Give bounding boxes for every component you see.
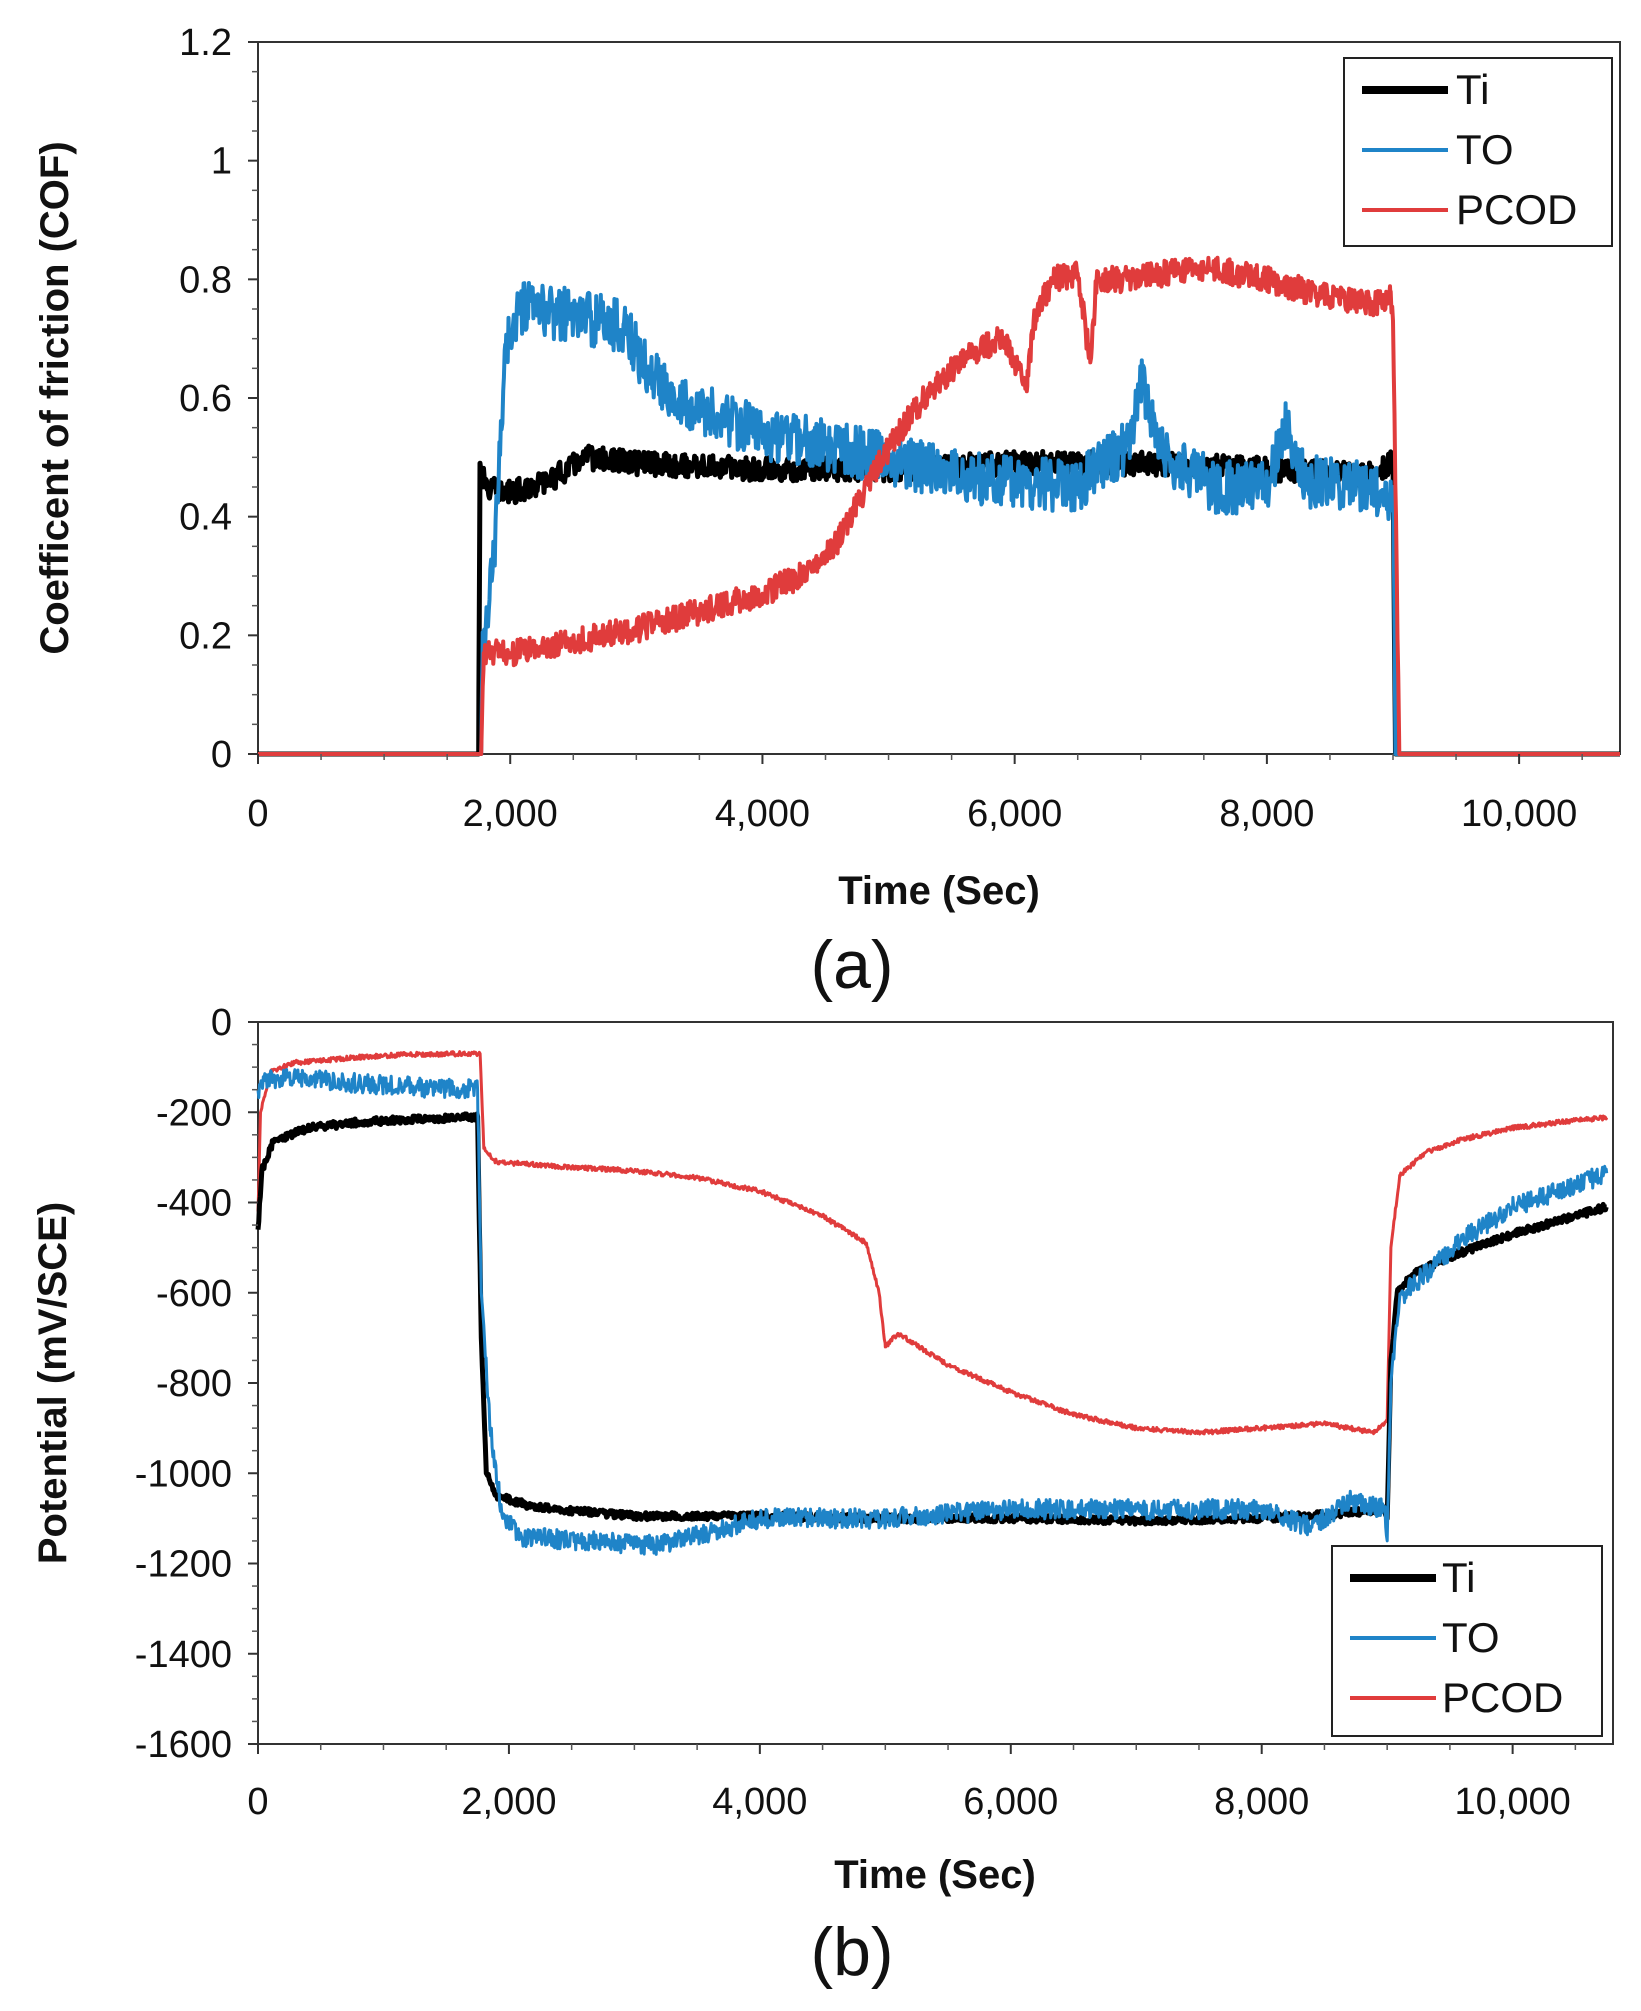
- panel-b-y-tick-label: -200: [156, 1092, 232, 1134]
- panel-b-caption: (b): [810, 1914, 893, 1990]
- panel-b-legend-label-to: TO: [1442, 1614, 1500, 1661]
- panel-b-series-to: [256, 1068, 1609, 1556]
- panel-a-x-tick-label: 8,000: [1219, 793, 1314, 835]
- panel-b-y-tick-label: -1600: [135, 1724, 232, 1766]
- panel-b-y-axis-title: Potential (mV/SCE): [31, 1202, 75, 1564]
- panel-b-legend: Ti TO PCOD: [1331, 1545, 1603, 1737]
- panel-a-y-tick-label: 0.8: [179, 259, 232, 301]
- panel-a-y-tick-label: 0.4: [179, 497, 232, 539]
- panel-b-y-tick-label: 0: [211, 1002, 232, 1044]
- panel-a-x-tick-label: 10,000: [1461, 793, 1577, 835]
- panel-b-x-tick-label: 0: [247, 1781, 268, 1823]
- panel-a-x-tick-label: 0: [247, 793, 268, 835]
- panel-b-legend-label-pcod: PCOD: [1442, 1674, 1563, 1721]
- panel-a-x-tick-label: 4,000: [715, 793, 810, 835]
- panel-b-potential-chart: 0 -200 -400 -600 -800 -1000 -1200 -1400 -1600 0 2,…: [31, 1002, 1614, 1990]
- panel-b-series-pcod: [256, 1050, 1609, 1436]
- panel-a-y-tick-label: 0: [211, 734, 232, 776]
- panel-b-x-tick-label: 4,000: [712, 1781, 807, 1823]
- panel-a-y-axis-title: Coefficent of friction (COF): [33, 141, 77, 654]
- panel-a-x-tick-label: 2,000: [463, 793, 558, 835]
- panel-a-legend: Ti TO PCOD: [1343, 57, 1613, 247]
- panel-a-series-to: [256, 281, 1622, 756]
- panel-a-x-axis-title: Time (Sec): [838, 869, 1040, 913]
- panel-b-y-tick-label: -1000: [135, 1453, 232, 1495]
- panel-b-x-tick-label: 2,000: [461, 1781, 556, 1823]
- panel-a-cof-chart: 0 0.2 0.4 0.6 0.8 1 1.2 0 2,000 4,000 6,000 8,000 10…: [33, 22, 1622, 1003]
- panel-b-y-tick-label: -800: [156, 1363, 232, 1405]
- panel-a-legend-label-pcod: PCOD: [1456, 186, 1577, 233]
- panel-a-series-pcod: [256, 255, 1622, 756]
- panel-a-x-tick-label: 6,000: [967, 793, 1062, 835]
- panel-b-x-tick-label: 8,000: [1214, 1781, 1309, 1823]
- panel-a-y-tick-label: 1.2: [179, 22, 232, 64]
- panel-b-x-tick-label: 10,000: [1455, 1781, 1571, 1823]
- panel-b-legend-label-ti: Ti: [1442, 1554, 1475, 1601]
- panel-a-caption: (a): [810, 927, 893, 1003]
- panel-a-y-tick-label: 0.2: [179, 615, 232, 657]
- panel-b-y-tick-label: -600: [156, 1273, 232, 1315]
- panel-b-x-tick-label: 6,000: [963, 1781, 1058, 1823]
- panel-b-y-tick-label: -1200: [135, 1544, 232, 1586]
- panel-a-legend-label-ti: Ti: [1456, 66, 1489, 113]
- panel-a-y-tick-label: 1: [211, 141, 232, 183]
- panel-b-y-tick-label: -1400: [135, 1634, 232, 1676]
- panel-a-legend-label-to: TO: [1456, 126, 1514, 173]
- panel-b-y-tick-label: -400: [156, 1183, 232, 1225]
- panel-b-x-axis-title: Time (Sec): [834, 1853, 1036, 1897]
- panel-a-y-tick-label: 0.6: [179, 378, 232, 420]
